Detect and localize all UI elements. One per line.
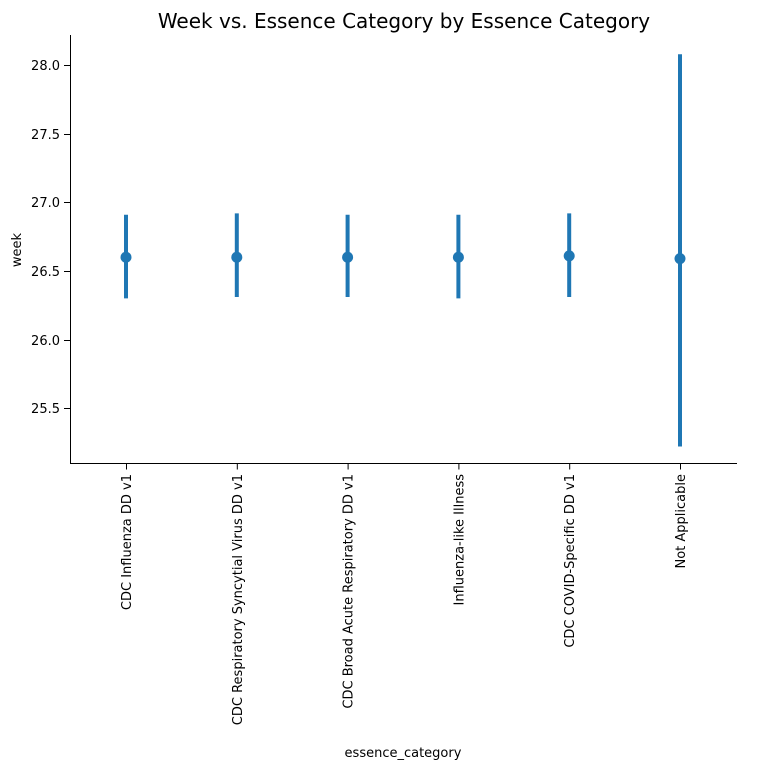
y-tick-label: 25.5 — [31, 402, 60, 417]
y-tick-label: 26.0 — [31, 334, 60, 349]
x-tick-label: CDC Broad Acute Respiratory DD v1 — [342, 474, 357, 709]
chart-title: Week vs. Essence Category by Essence Cat… — [158, 9, 650, 33]
data-point — [342, 251, 354, 263]
x-tick-label: CDC Respiratory Syncytial Virus DD v1 — [231, 474, 246, 725]
x-tick-label: CDC COVID-Specific DD v1 — [563, 474, 578, 648]
data-point — [674, 253, 686, 265]
x-axis-label: essence_category — [345, 746, 462, 761]
y-tick-label: 27.0 — [31, 196, 60, 211]
data-point — [231, 251, 243, 263]
x-tick-label: CDC Influenza DD v1 — [120, 474, 135, 610]
y-tick-label: 26.5 — [31, 265, 60, 280]
data-point — [563, 250, 575, 262]
y-tick-label: 27.5 — [31, 128, 60, 143]
x-tick-label: Influenza-like Illness — [452, 474, 467, 606]
plot-area: 25.5 26.0 26.5 27.0 27.5 28.0 CDC Influenza DD… — [31, 54, 689, 725]
data-point — [452, 251, 464, 263]
data-point — [120, 251, 132, 263]
y-tick-label: 28.0 — [31, 59, 60, 74]
x-tick-label: Not Applicable — [674, 474, 689, 569]
y-axis-label: week — [10, 232, 25, 267]
